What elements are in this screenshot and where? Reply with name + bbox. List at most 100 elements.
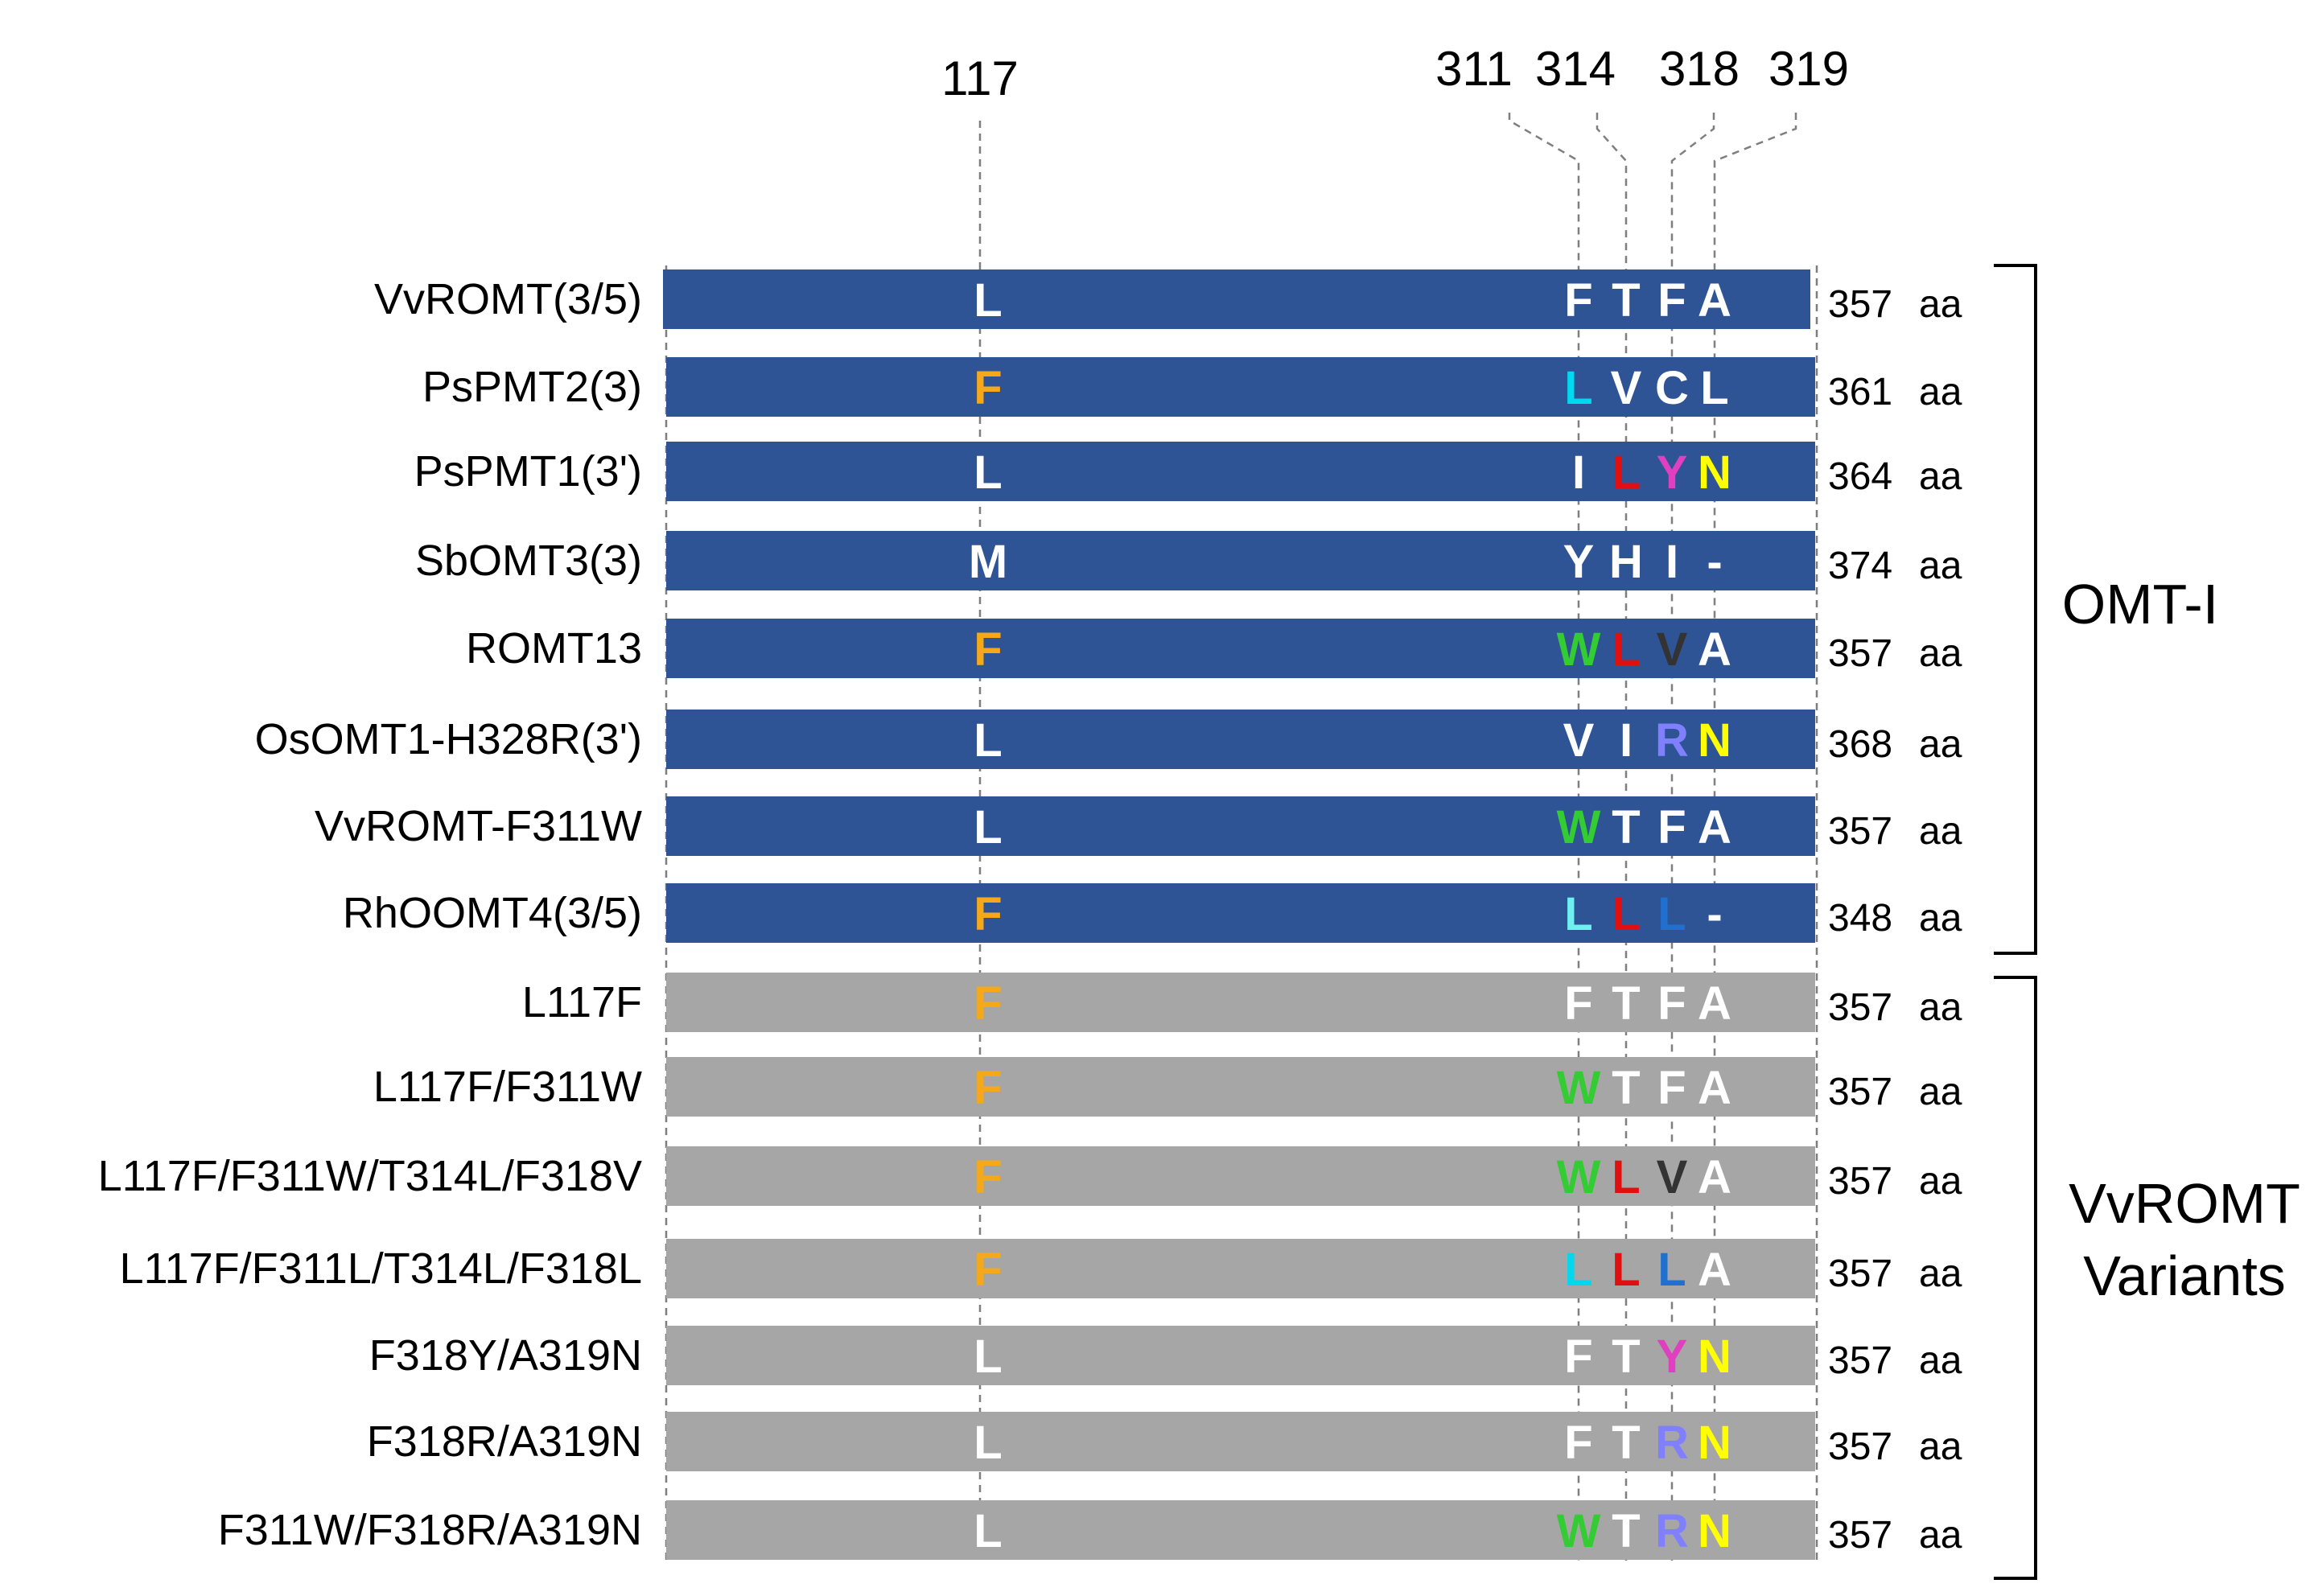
position-label-117: 117 [941,51,1019,105]
sequence-name: PsPMT2(3) [422,363,642,411]
sequence-row: L117F/F311W/T314L/F318V F W L V A 357 aa [98,1146,1962,1206]
sequence-length: 357 [1828,283,1892,326]
length-unit: aa [1919,1160,1962,1203]
residue-117: L [974,1505,1002,1557]
residue-318: R [1655,1417,1689,1469]
sequence-row: RhOOMT4(3/5) F L L L -348 aa [343,883,1962,943]
residue-319: A [1698,274,1731,327]
position-label-314: 314 [1535,42,1616,96]
residue-311: W [1557,1062,1601,1114]
sequence-row: L117F/F311W F W T F A 357 aa [373,1057,1962,1117]
residue-314: V [1611,362,1642,414]
group-label: VvROMT [2069,1172,2300,1235]
position-label-318: 318 [1659,42,1740,96]
residue-319: A [1698,1244,1731,1296]
length-unit: aa [1919,1514,1962,1557]
residue-318: F [1657,801,1686,854]
residue-314: T [1612,1417,1640,1469]
sequence-row: VvROMT-F311W L W T F A 357 aa [315,796,1962,856]
residue-319: - [1707,888,1722,940]
sequence-length: 357 [1828,1071,1892,1113]
sequence-bar [666,442,1815,501]
guide-line-318 [1670,113,1715,1561]
residue-314: T [1612,977,1640,1030]
residue-314: L [1612,623,1640,676]
length-unit: aa [1919,455,1962,498]
residue-314: H [1609,536,1643,588]
length-unit: aa [1919,1425,1962,1468]
sequence-row: PsPMT2(3) F L V C L 361 aa [422,357,1962,417]
length-unit: aa [1919,371,1962,413]
residue-117: F [974,1062,1002,1114]
residue-318: I [1666,536,1678,588]
residue-117: L [974,801,1002,854]
length-unit: aa [1919,545,1962,587]
length-unit: aa [1919,810,1962,853]
residue-314: T [1612,1505,1640,1557]
sequence-bar [666,973,1815,1032]
residue-117: L [974,446,1002,499]
sequence-row: F318R/A319N L F T R N 357 aa [367,1412,1962,1471]
sequence-name: VvROMT-F311W [315,802,642,850]
sequence-bar [666,1326,1815,1385]
residue-311: V [1563,714,1595,767]
sequence-row: L117F F F T F A 357 aa [522,973,1962,1032]
residue-319: A [1698,801,1731,854]
residue-311: W [1557,1505,1601,1557]
sequence-name: RhOOMT4(3/5) [343,889,642,937]
sequence-row: SbOMT3(3) M Y H I - 374 aa [415,531,1962,590]
residue-318: F [1657,977,1686,1030]
residue-318: V [1657,1151,1688,1203]
sequence-bar [666,710,1815,769]
residue-318: Y [1657,1331,1688,1383]
sequence-name: L117F/F311W [373,1063,642,1111]
sequence-bar [666,619,1815,678]
residue-117: L [974,274,1002,327]
residue-318: F [1657,1062,1686,1114]
sequence-bar [666,357,1815,417]
residue-117: F [974,977,1002,1030]
residue-314: T [1612,1331,1640,1383]
sequence-bar [666,531,1815,590]
sequence-bar [666,1412,1815,1471]
residue-319: A [1698,1151,1731,1203]
sequence-bar [666,1239,1815,1298]
residue-314: L [1612,1244,1640,1296]
sequence-length: 364 [1828,455,1892,498]
sequence-length: 357 [1828,632,1892,675]
sequence-bar [666,1500,1815,1560]
sequence-row: F311W/F318R/A319N L W T R N 357 aa [218,1500,1962,1560]
length-unit: aa [1919,1253,1962,1295]
sequence-name: L117F/F311W/T314L/F318V [98,1152,642,1200]
sequence-row: PsPMT1(3') L I L Y N 364 aa [414,442,1962,501]
sequence-length: 357 [1828,1160,1892,1203]
residue-318: L [1657,888,1686,940]
sequence-name: F318R/A319N [367,1417,642,1466]
sequence-row: OsOMT1-H328R(3') L V I R N 368 aa [255,710,1962,769]
residue-318: F [1657,274,1686,327]
residue-318: R [1655,1505,1689,1557]
residue-117: M [969,536,1007,588]
sequence-name: ROMT13 [466,624,642,673]
sequence-length: 357 [1828,1339,1892,1382]
residue-117: F [974,623,1002,676]
sequence-length: 357 [1828,986,1892,1029]
residue-311: L [1564,362,1592,414]
sequence-name: L117F [522,978,642,1026]
residue-311: W [1557,623,1601,676]
sequence-length: 357 [1828,810,1892,853]
length-unit: aa [1919,1339,1962,1382]
residue-318: L [1657,1244,1686,1296]
residue-311: I [1572,446,1585,499]
sequence-row: VvROMT(3/5) L F T F A 357 aa [374,269,1962,329]
residue-318: C [1655,362,1689,414]
residue-311: L [1564,1244,1592,1296]
residue-314: T [1612,1062,1640,1114]
residue-311: L [1564,888,1592,940]
residue-318: V [1657,623,1688,676]
residue-318: Y [1657,446,1688,499]
residue-319: N [1698,714,1731,767]
position-labels: 117 311 314 318 319 [941,42,1849,105]
sequence-length: 348 [1828,897,1892,940]
